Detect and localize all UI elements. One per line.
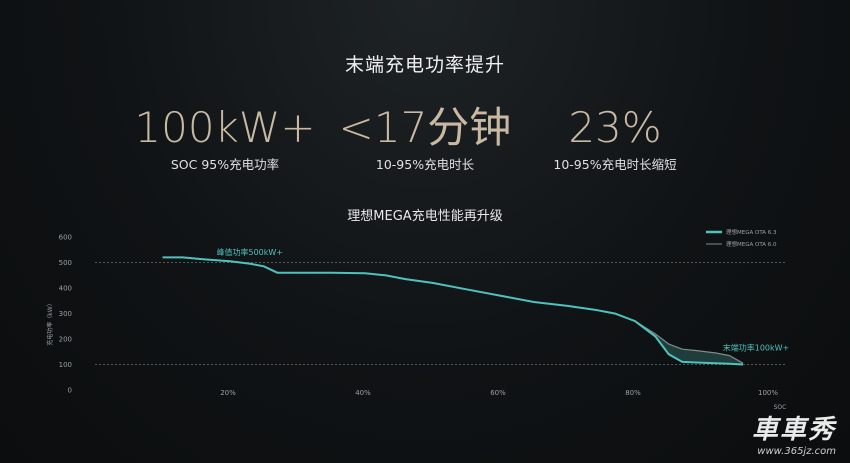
y-tick-label: 600: [59, 234, 72, 242]
chart-title: 理想MEGA充电性能再升级: [347, 209, 503, 224]
watermark-url: www.365jz.com: [757, 446, 836, 457]
stat-peak-power: 100kW+ SOC 95%充电功率: [115, 104, 335, 173]
legend-entry: 理想MEGA OTA 6.0: [726, 240, 777, 248]
y-tick-label: 200: [59, 336, 72, 344]
stat-value: 23%: [568, 103, 662, 152]
y-tick-label: 400: [59, 285, 72, 293]
annotation-label: 末端功率100kW+: [723, 342, 790, 352]
page-title: 末端充电功率提升: [344, 54, 505, 76]
y-tick-label: 0: [68, 387, 72, 395]
series-line: [162, 256, 744, 364]
stat-time-reduction: 23% 10-95%充电时长缩短: [505, 104, 725, 173]
annotation-label: 峰值功率500kW+: [217, 247, 284, 257]
y-axis-label: 充电功率（kW）: [46, 300, 54, 345]
stat-value: <17分钟: [338, 103, 512, 152]
stat-label: 10-95%充电时长缩短: [553, 157, 677, 172]
x-tick-label: 40%: [355, 389, 371, 397]
stat-value: 100kW+: [134, 103, 316, 152]
x-tick-label: 80%: [625, 389, 641, 397]
x-tick-label: 100%: [758, 389, 778, 397]
y-tick-label: 500: [59, 259, 72, 267]
stat-label: 10-95%充电时长: [375, 157, 475, 172]
x-axis-label: SOC: [774, 404, 787, 411]
legend-entry: 理想MEGA OTA 6.3: [726, 228, 777, 236]
stat-charge-time: <17分钟 10-95%充电时长: [315, 104, 535, 173]
y-tick-label: 100: [59, 361, 72, 369]
x-tick-label: 60%: [490, 389, 506, 397]
watermark-logo-icon: 車車秀: [751, 415, 836, 445]
stat-label: SOC 95%充电功率: [170, 157, 280, 172]
series-line: [162, 256, 744, 366]
series-band: [162, 257, 743, 365]
x-tick-label: 20%: [220, 389, 236, 397]
watermark: 車車秀 www.365jz.com: [752, 409, 836, 457]
y-tick-label: 300: [59, 310, 72, 318]
